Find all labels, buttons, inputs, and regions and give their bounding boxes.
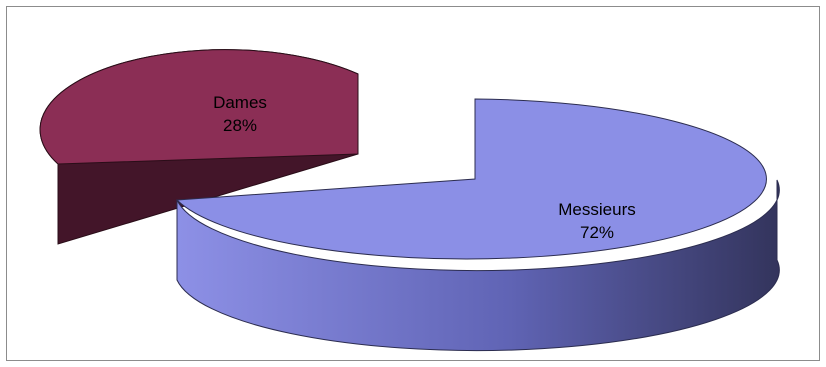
slice-label-dames: Dames xyxy=(213,93,267,112)
pie-slice-messieurs-side xyxy=(176,179,780,352)
pie-slice-messieurs-top xyxy=(175,98,767,260)
slice-label-messieurs: Messieurs xyxy=(558,200,635,219)
slice-value-messieurs: 72% xyxy=(580,223,614,242)
pie-slice-dames: Dames 28% xyxy=(39,49,359,245)
pie-slice-dames-top xyxy=(39,49,359,165)
slice-value-dames: 28% xyxy=(223,116,257,135)
pie-slice-messieurs: Messieurs 72% xyxy=(175,98,780,352)
